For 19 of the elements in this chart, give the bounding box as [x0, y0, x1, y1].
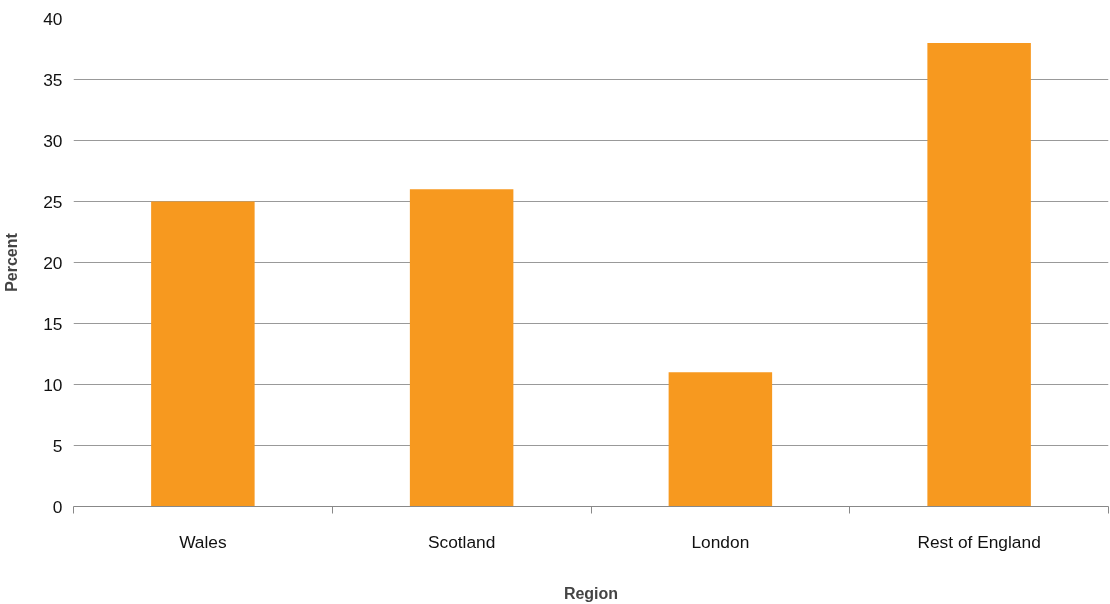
y-tick-label: 30 [43, 130, 63, 151]
x-tick-label: Wales [179, 531, 227, 552]
y-tick-label: 10 [43, 374, 63, 395]
bar [409, 189, 514, 507]
y-tick-label: 40 [43, 8, 63, 29]
bar [927, 42, 1031, 507]
y-tick-label: 5 [52, 435, 63, 456]
x-tick-label: London [691, 531, 750, 552]
y-tick-label: 20 [43, 252, 63, 273]
x-axis-title: Region [563, 584, 619, 602]
y-tick-label: 15 [43, 313, 63, 334]
bar [668, 372, 773, 507]
y-tick-label: 0 [52, 496, 63, 517]
x-tick-label: Scotland [427, 531, 496, 552]
y-tick-label: 25 [43, 191, 63, 212]
x-tick-label: Rest of England [917, 531, 1041, 552]
bar [151, 201, 255, 507]
y-tick-label: 35 [43, 69, 63, 90]
y-axis-title: Percent [3, 232, 21, 292]
